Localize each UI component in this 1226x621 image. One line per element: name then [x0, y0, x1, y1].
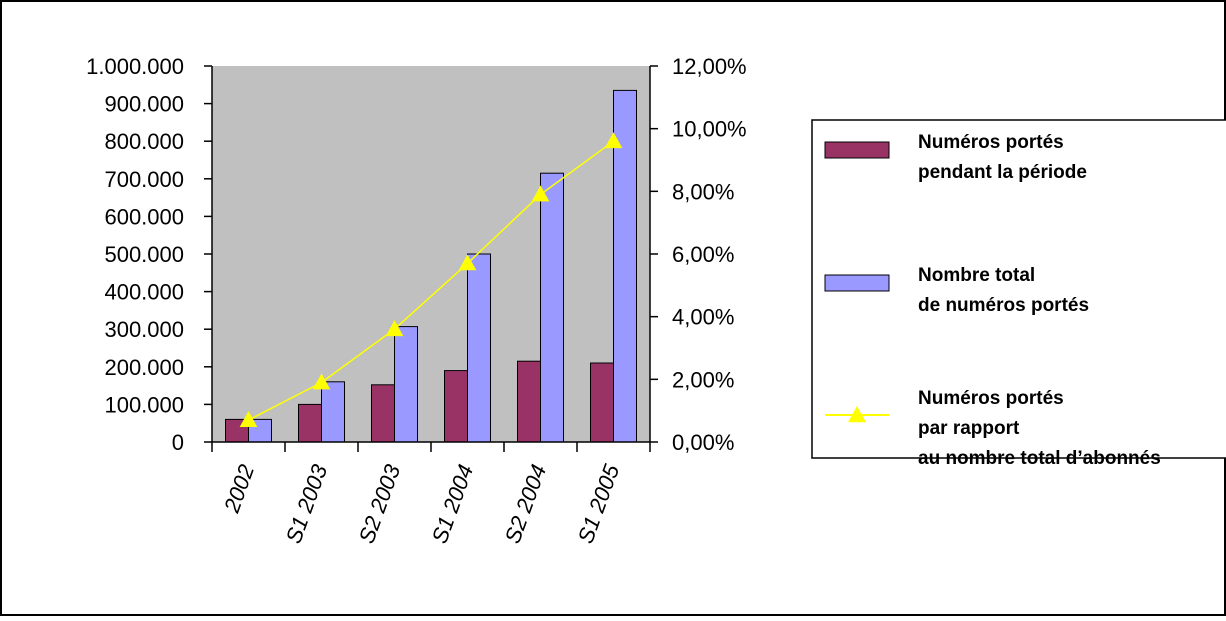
bar-total-3 — [467, 253, 491, 443]
left-tick-label-5: 500.000 — [104, 242, 184, 267]
left-tick-label-6: 600.000 — [104, 204, 184, 229]
right-tick-label-5: 10,00% — [672, 117, 747, 142]
left-tick-label-8: 800.000 — [104, 129, 184, 154]
bar-total-1 — [321, 381, 345, 443]
bar-period-1 — [298, 403, 322, 443]
legend-total-label-line-1: de numéros portés — [918, 295, 1089, 316]
bar-period-2 — [371, 384, 395, 443]
line-point-1 — [312, 373, 331, 390]
left-tick-label-3: 300.000 — [104, 317, 184, 342]
legend-ratio-swatch-marker — [848, 406, 866, 423]
line-layer — [239, 132, 623, 427]
legend-ratio-label-line-2: au nombre total d’abonnés — [918, 448, 1161, 469]
left-tick-label-4: 400.000 — [104, 280, 184, 305]
left-tick-label-10: 1.000.000 — [86, 54, 184, 79]
bar-period-5 — [590, 362, 614, 443]
right-tick-label-3: 6,00% — [672, 242, 734, 267]
legend-ratio-label-line-1: par rapport — [918, 418, 1020, 439]
bar-total-4 — [540, 172, 564, 443]
right-tick-label-1: 2,00% — [672, 367, 734, 392]
bar-period-3 — [444, 370, 468, 443]
line-point-3 — [458, 254, 477, 271]
left-tick-label-2: 200.000 — [104, 355, 184, 380]
left-tick-label-7: 700.000 — [104, 167, 184, 192]
left-tick-label-1: 100.000 — [104, 392, 184, 417]
line-series-ratio — [248, 140, 614, 421]
line-point-5 — [604, 132, 623, 149]
plot-area — [212, 66, 650, 442]
line-point-2 — [385, 320, 404, 337]
legend-period-swatch — [824, 141, 890, 159]
legend-total-swatch — [824, 274, 890, 292]
right-tick-label-4: 8,00% — [672, 179, 734, 204]
line-point-0 — [239, 411, 258, 427]
line-point-4 — [531, 185, 550, 202]
legend-period-label-line-0: Numéros portés — [918, 132, 1064, 153]
legend-total-label-line-0: Nombre total — [918, 265, 1035, 286]
right-tick-label-2: 4,00% — [672, 305, 734, 330]
left-tick-label-0: 0 — [172, 430, 184, 455]
legend-ratio-label-line-0: Numéros portés — [918, 388, 1064, 409]
legend-period-label-line-1: pendant la période — [918, 162, 1087, 183]
right-tick-label-6: 12,00% — [672, 54, 747, 79]
legend: Numéros portés pendant la période Nombre t… — [811, 119, 1226, 469]
bar-total-2 — [394, 326, 418, 443]
left-tick-label-9: 900.000 — [104, 92, 184, 117]
bar-period-4 — [517, 360, 541, 443]
right-tick-label-0: 0,00% — [672, 430, 734, 455]
